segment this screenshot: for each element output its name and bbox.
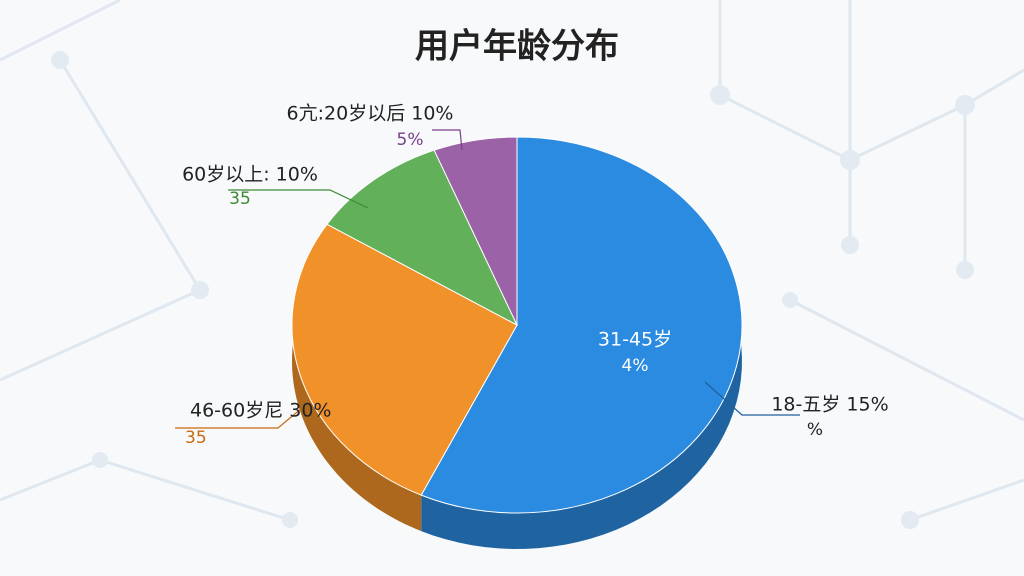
annotation-sub: % xyxy=(807,420,823,440)
slice-sublabel: 35 xyxy=(185,428,207,448)
leader-line xyxy=(175,407,303,429)
background-network xyxy=(0,0,1024,529)
leader-line xyxy=(704,381,800,416)
slice-side xyxy=(292,224,422,532)
slice xyxy=(420,136,743,514)
slice-sublabel: 4% xyxy=(622,356,649,376)
slice-sublabel: 5% xyxy=(397,130,424,150)
slice-sublabel: 35 xyxy=(229,189,251,209)
slice xyxy=(291,223,518,496)
slice-label: 60岁以上: 10% xyxy=(182,164,318,186)
annotation: 18-五岁 15% xyxy=(771,394,888,416)
chart-title: 用户年龄分布 xyxy=(415,27,619,67)
slice-side xyxy=(421,137,742,549)
slice xyxy=(326,149,519,327)
slice-label: 6亢:20岁以后 10% xyxy=(287,103,454,125)
slice xyxy=(433,136,518,326)
leader-line xyxy=(432,129,463,151)
slice-label: 46-60岁尼 30% xyxy=(190,400,331,422)
leader-line xyxy=(228,189,369,209)
slice-label: 31-45岁 xyxy=(598,329,672,351)
